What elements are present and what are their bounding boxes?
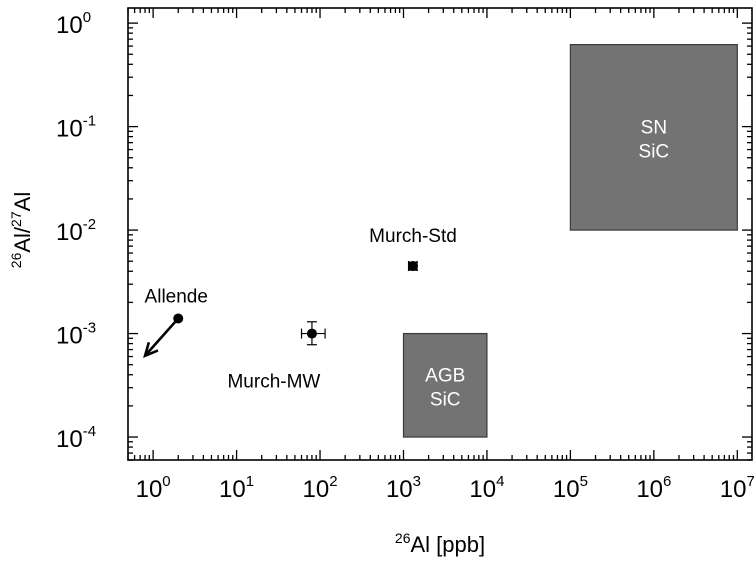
y-axis-title: 26Al/27Al (8, 192, 35, 268)
data-point-murch-std (407, 260, 418, 271)
y-tick-label: 100 (56, 9, 91, 39)
point-label-allende: Allende (145, 286, 208, 307)
x-tick-label: 101 (219, 473, 254, 503)
region-label-line2: SiC (430, 389, 461, 410)
y-tick-label: 10-1 (56, 113, 96, 143)
y-tick-label: 10-2 (56, 216, 96, 246)
region-box-agb (402, 332, 488, 438)
x-tick-label: 107 (720, 473, 755, 503)
plot-frame (127, 7, 753, 461)
x-tick-label: 105 (553, 473, 588, 503)
data-point-murch-mw (306, 328, 317, 339)
shaded-regions: AGB SiC SN SiC (402, 44, 738, 438)
region-box-sn (569, 44, 738, 231)
point-label-murch-std: Murch-Std (369, 226, 457, 247)
y-tick-label: 10-3 (56, 320, 96, 350)
x-tick-label: 100 (136, 473, 171, 503)
arrow-head-icon (143, 341, 159, 359)
point-label-murch-mw: Murch-MW (227, 372, 320, 393)
data-points: Allende Murch-MW Murch-Std (143, 226, 457, 393)
region-label-line1: AGB (425, 365, 465, 386)
x-tick-label: 106 (636, 473, 671, 503)
region-label-line2: SiC (639, 141, 670, 162)
x-tick-label: 104 (469, 473, 504, 503)
axis-ticks (127, 8, 752, 461)
y-tick-label: 10-4 (56, 423, 96, 453)
region-label-line1: SN (641, 117, 667, 138)
x-tick-label: 103 (386, 473, 421, 503)
x-tick-label: 102 (303, 473, 338, 503)
x-axis-title: 26Al [ppb] (395, 530, 485, 557)
upper-limit-arrow-allende (144, 317, 180, 357)
data-point-allende (173, 313, 184, 324)
tick-labels: 100 101 102 103 104 105 106 107 10-4 10-3 10-2 10-1… (56, 9, 755, 503)
